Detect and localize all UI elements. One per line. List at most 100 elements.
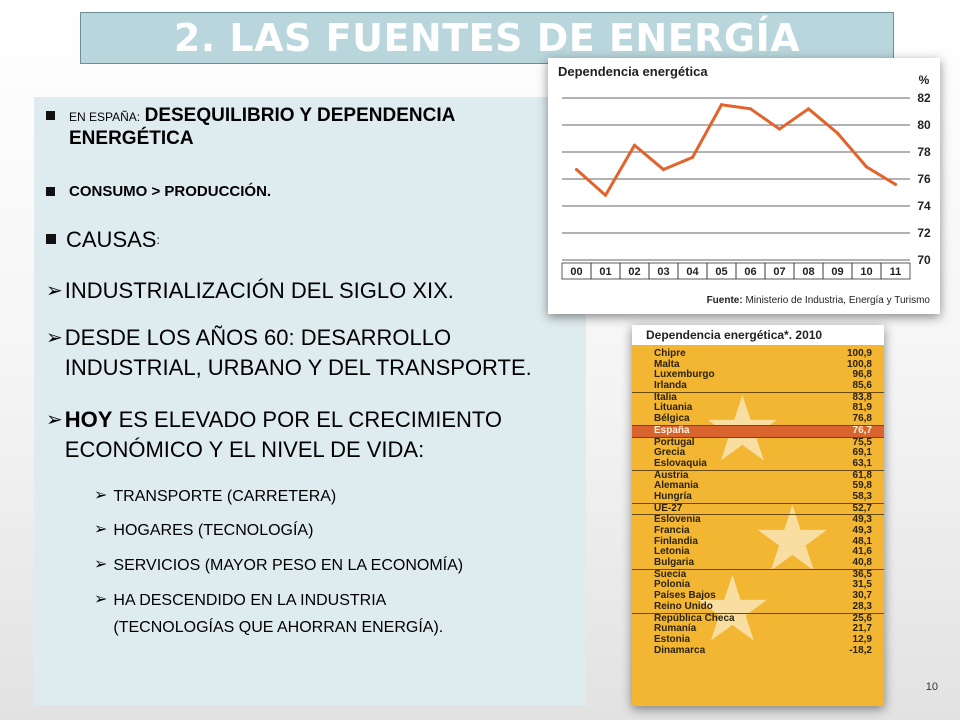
bullet-panel: EN ESPAÑA: DESEQUILIBRIO Y DEPENDENCIA E…	[34, 97, 586, 705]
square-bullet-icon	[46, 187, 55, 196]
ranking-country: Grecia	[654, 447, 686, 459]
x-tick-label: 00	[570, 266, 582, 278]
ranking-row: Alemania 59,8	[632, 481, 884, 492]
x-tick-label: 09	[831, 266, 843, 278]
ranking-value: 81,9	[852, 402, 872, 414]
data-point	[777, 127, 782, 131]
ranking-value: 48,1	[852, 535, 872, 547]
ranking-value: 41,6	[852, 546, 872, 558]
ranking-value: 76,7	[852, 424, 872, 436]
chart-source: Fuente: Ministerio de Industria, Energía…	[707, 295, 930, 306]
x-tick-label: 03	[657, 266, 669, 278]
ranking-country: Finlandia	[654, 535, 698, 547]
x-tick-label: 04	[686, 266, 699, 278]
ranking-value: 85,6	[852, 380, 872, 392]
chart-source-text: Ministerio de Industria, Energía y Turis…	[745, 295, 930, 306]
bullet-text: DESEQUILIBRIO Y DEPENDENCIA	[144, 105, 456, 126]
ranking-value: 31,5	[852, 579, 872, 591]
x-tick-label: 06	[744, 266, 756, 278]
arrow-bullet-icon: ➢	[94, 521, 108, 538]
y-tick-label: 70	[917, 253, 931, 267]
ranking-country: Bélgica	[654, 413, 690, 425]
sub-bullet-households: ➢ HOGARES (TECNOLOGÍA)	[94, 517, 313, 544]
star-decoration-icon: ★	[692, 560, 773, 660]
ranking-value: 28,3	[852, 600, 872, 612]
slide-title: 2. LAS FUENTES DE ENERGÍA	[173, 16, 801, 60]
data-point	[748, 107, 753, 111]
ranking-value: 63,1	[852, 457, 872, 469]
bullet-text: SERVICIOS (MAYOR PESO EN LA ECONOMÍA)	[113, 557, 464, 574]
ranking-country: Francia	[654, 525, 690, 536]
ranking-row: Grecia 69,1	[632, 447, 884, 459]
ranking-country: República Checa	[654, 612, 735, 624]
ranking-row: Lituania 81,9	[632, 403, 884, 414]
arrow-bullet-icon: ➢	[94, 591, 108, 608]
ranking-row: Finlandia 48,1	[632, 535, 884, 548]
ranking-row: Dinamarca -18,2	[632, 644, 884, 657]
ranking-value: 75,5	[852, 436, 872, 448]
ranking-value: 25,6	[852, 612, 872, 624]
bullet-text: HA DESCENDIDO EN LA INDUSTRIA	[113, 592, 387, 609]
ranking-row: Eslovaquia 63,1	[632, 457, 884, 471]
x-tick-label: 01	[599, 266, 611, 278]
square-bullet-icon	[46, 234, 56, 244]
ranking-row: Chipre 100,9	[632, 348, 884, 360]
ranking-country: Estonia	[654, 633, 691, 645]
ranking-value: -18,2	[849, 644, 872, 656]
square-bullet-icon	[46, 111, 55, 120]
title-bar: 2. LAS FUENTES DE ENERGÍA	[80, 12, 894, 64]
ranking-value: 100,8	[846, 358, 872, 370]
ranking-value: 61,8	[852, 469, 872, 481]
bullet-text-cont: INDUSTRIAL, URBANO Y DEL TRANSPORTE.	[64, 355, 532, 380]
sub-bullet-industry: ➢ HA DESCENDIDO EN LA INDUSTRIA (TECNOLO…	[94, 587, 443, 641]
ranking-value: 69,1	[852, 447, 872, 459]
bullet-industrialization: ➢ INDUSTRIALIZACIÓN DEL SIGLO XIX.	[46, 276, 454, 306]
bullet-today: ➢ HOY ES ELEVADO POR EL CRECIMIENTO ECON…	[46, 405, 502, 465]
ranking-row: Eslovenia 49,3	[632, 515, 884, 526]
y-tick-label: 72	[917, 226, 931, 240]
ranking-country: Lituania	[654, 402, 693, 414]
ranking-country: Malta	[654, 358, 680, 370]
x-tick-box	[880, 262, 911, 280]
data-point	[893, 182, 898, 186]
y-tick-label: 74	[917, 199, 931, 213]
star-decoration-icon: ★	[752, 490, 833, 590]
ranking-row: Italia 83,8	[632, 392, 884, 404]
ranking-row: Austria 61,8	[632, 469, 884, 482]
ranking-row: Rumanía 21,7	[632, 623, 884, 635]
ranking-value: 21,7	[852, 623, 872, 635]
ranking-value: 52,7	[852, 502, 872, 514]
arrow-bullet-icon: ➢	[46, 327, 63, 349]
y-tick-label: 78	[917, 145, 931, 159]
ranking-country: Dinamarca	[654, 644, 706, 656]
ranking-country: Irlanda	[654, 380, 687, 392]
x-tick-label: 07	[773, 266, 785, 278]
bullet-text: CONSUMO > PRODUCCIÓN.	[69, 183, 272, 200]
data-point	[719, 103, 724, 107]
ranking-rows: Chipre 100,9 Malta 100,8 Luxemburgo 96,8 Irlan…	[632, 348, 884, 657]
ranking-country: Chipre	[654, 348, 686, 359]
ranking-country: Bulgaria	[654, 557, 695, 569]
y-axis-unit: %	[919, 73, 930, 87]
chart-canvas: % 82 80 78 76 74 72 70 00 01 02 03 04 05 06 07 08 09 10 11	[561, 73, 931, 280]
ranking-country: Polonia	[654, 579, 691, 591]
data-point	[690, 155, 695, 159]
bullet-text: TRANSPORTE (CARRETERA)	[113, 488, 337, 505]
ranking-value: 49,3	[852, 514, 872, 526]
x-tick-label: 10	[860, 266, 872, 278]
sub-bullet-transport: ➢ TRANSPORTE (CARRETERA)	[94, 483, 336, 510]
ranking-value: 30,7	[852, 590, 872, 602]
ranking-value: 100,9	[846, 348, 872, 359]
y-tick-label: 82	[917, 91, 931, 105]
ranking-country: Reino Unido	[654, 600, 713, 612]
ranking-row: Bélgica 76,8	[632, 413, 884, 426]
bullet-lead: EN ESPAÑA:	[69, 110, 141, 124]
ranking-country: Hungría	[654, 490, 692, 502]
page-number: 10	[925, 681, 938, 693]
bullet-text-cont: ECONÓMICO Y EL NIVEL DE VIDA:	[64, 437, 425, 462]
bullet-suffix: :	[156, 233, 160, 247]
ranking-country: Alemania	[654, 480, 699, 492]
arrow-bullet-icon: ➢	[46, 280, 63, 302]
ranking-country: España	[654, 424, 690, 436]
bullet-text-cont: ENERGÉTICA	[69, 128, 194, 149]
